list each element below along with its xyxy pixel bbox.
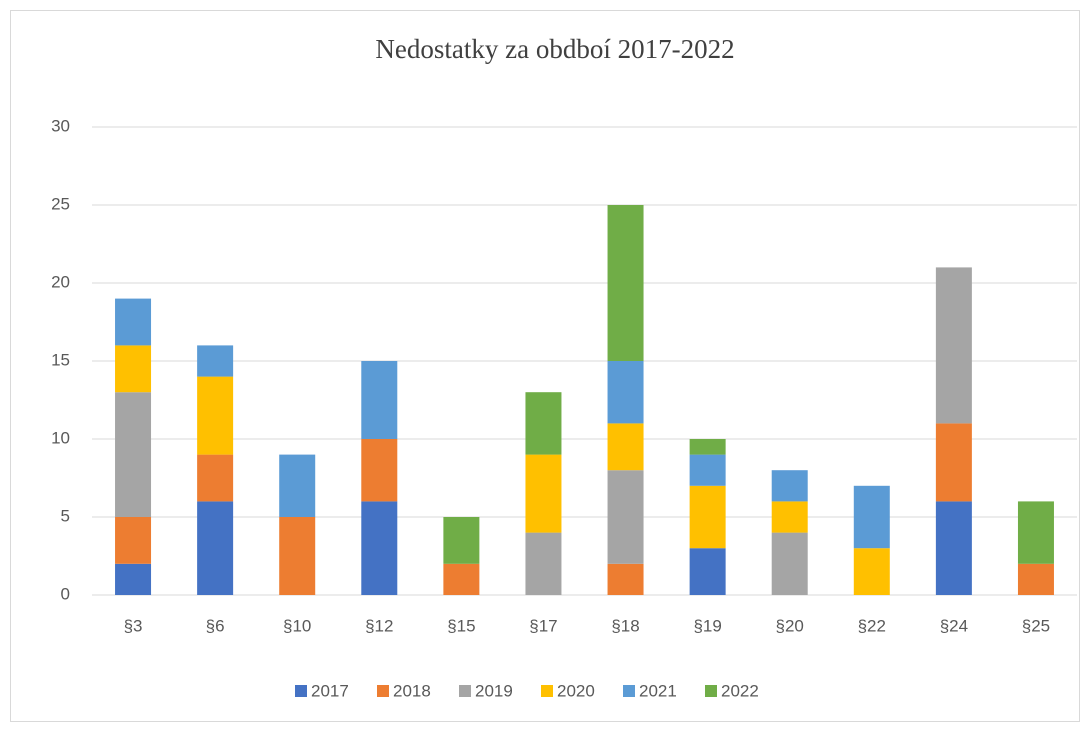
bar-segment (525, 392, 562, 455)
chart-frame (10, 10, 1080, 722)
bar-segment (443, 517, 480, 564)
bar-segment (1017, 563, 1054, 595)
legend-swatch (623, 685, 635, 697)
x-tick-label: §17 (529, 616, 557, 635)
bar-segment (197, 376, 234, 455)
bar-segment (279, 454, 316, 517)
bar-segment (771, 532, 808, 595)
y-tick-label: 0 (61, 584, 70, 603)
x-tick-label: §20 (776, 616, 804, 635)
legend-label: 2019 (475, 681, 513, 700)
x-tick-label: §22 (858, 616, 886, 635)
x-tick-label: §19 (693, 616, 721, 635)
x-tick-label: §6 (206, 616, 225, 635)
x-tick-label: §15 (447, 616, 475, 635)
y-tick-label: 10 (51, 428, 70, 447)
bar-segment (115, 517, 152, 564)
bar-segment (197, 345, 234, 377)
bar-segment (115, 298, 152, 346)
bar-segment (689, 548, 726, 595)
legend-swatch (541, 685, 553, 697)
y-tick-label: 15 (51, 350, 70, 369)
bar-segment (443, 563, 480, 595)
bar-segment (115, 345, 152, 393)
bar-segment (935, 423, 972, 502)
chart-title: Nedostatky za obdboí 2017-2022 (375, 34, 734, 64)
bar-segment (689, 454, 726, 486)
bar-segment (607, 361, 644, 424)
bar-segment (689, 485, 726, 549)
bar-segment (853, 485, 890, 549)
y-tick-label: 30 (51, 116, 70, 135)
bar-segment (1017, 501, 1054, 564)
x-tick-label: §10 (283, 616, 311, 635)
bar-segment (361, 439, 398, 502)
bar-segment (279, 517, 316, 595)
legend-label: 2020 (557, 681, 595, 700)
x-tick-label: §24 (940, 616, 968, 635)
bar-segment (197, 501, 234, 595)
bar-segment (607, 470, 644, 564)
y-tick-label: 25 (51, 194, 70, 213)
bar-segment (361, 361, 398, 439)
x-tick-label: §25 (1022, 616, 1050, 635)
bar-segment (853, 548, 890, 595)
bar-segment (525, 532, 562, 595)
legend-swatch (705, 685, 717, 697)
bar-segment (771, 501, 808, 533)
x-tick-label: §12 (365, 616, 393, 635)
bar-segment (115, 392, 152, 517)
legend-swatch (459, 685, 471, 697)
bar-segment (689, 439, 726, 455)
legend-swatch (295, 685, 307, 697)
bar-segment (607, 423, 644, 471)
bar-segment (607, 205, 644, 361)
y-tick-label: 20 (51, 272, 70, 291)
legend-label: 2017 (311, 681, 349, 700)
bar-segment (935, 501, 972, 595)
bar-segment (935, 267, 972, 424)
legend-label: 2021 (639, 681, 677, 700)
legend-label: 2018 (393, 681, 431, 700)
bar-segment (197, 454, 234, 502)
legend-swatch (377, 685, 389, 697)
bar-segment (115, 563, 152, 595)
x-tick-label: §18 (611, 616, 639, 635)
x-tick-label: §3 (124, 616, 143, 635)
bar-segment (607, 563, 644, 595)
bar-segment (361, 501, 398, 595)
bar-segment (771, 470, 808, 502)
bar-segment (525, 454, 562, 533)
legend-label: 2022 (721, 681, 759, 700)
y-tick-label: 5 (61, 506, 70, 525)
